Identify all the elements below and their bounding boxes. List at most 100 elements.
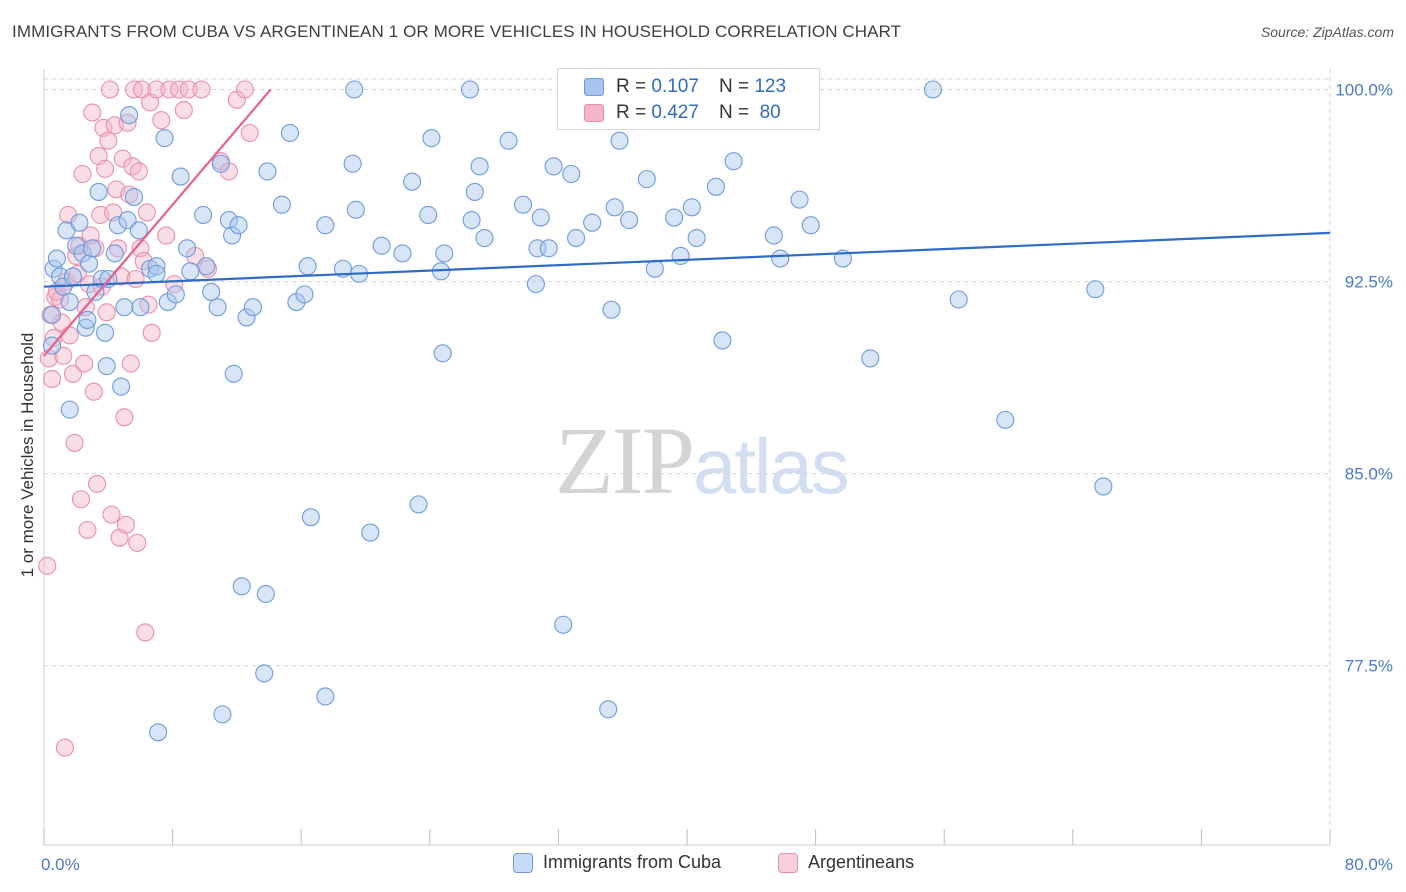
cuba-point (1094, 477, 1113, 496)
argentineans-point (108, 239, 127, 258)
cuba-point (237, 308, 256, 327)
argentineans-point (160, 80, 179, 99)
cuba-point (255, 664, 274, 683)
cuba-point (155, 129, 174, 148)
argentineans-point (169, 80, 189, 99)
argentineans-point (55, 738, 74, 757)
argentineans-point (83, 103, 102, 122)
argentineans-swatch (584, 104, 604, 122)
legend-label-argentineans: Argentineans (808, 852, 915, 872)
cuba-point (256, 584, 275, 604)
cuba-point (89, 182, 108, 201)
y-axis-label: 1 or more Vehicles in Household (18, 332, 37, 578)
cuba-point (44, 259, 63, 278)
argentineans-point (71, 490, 91, 509)
cuba-point (764, 226, 783, 245)
axes (43, 69, 1331, 846)
argentineans-point (126, 269, 145, 289)
cuba-point (97, 357, 116, 376)
cuba-point (224, 364, 243, 383)
cuba-point (124, 188, 144, 207)
y-tick-label: 92.5% (1345, 273, 1393, 292)
argentineans-point (84, 382, 103, 401)
watermark-zip: ZIP (555, 407, 695, 514)
cuba-point (346, 200, 365, 219)
cuba-point (131, 298, 150, 317)
cuba-point (73, 244, 92, 263)
cuba-point (682, 198, 701, 217)
legend-swatch-argentineans (778, 852, 798, 873)
cuba-point (724, 152, 743, 171)
cuba-point (298, 257, 317, 276)
x-tick-label: 0.0% (41, 855, 80, 874)
r-label: R = (616, 102, 647, 123)
cuba-point (790, 190, 809, 209)
cuba-point (78, 310, 97, 330)
legend-swatch-cuba (513, 852, 533, 873)
series-legend: Immigrants from Cuba Argentineans (0, 852, 1406, 878)
cuba-point (105, 244, 124, 263)
cuba-point (76, 318, 95, 337)
watermark: ZIPatlas (555, 405, 850, 516)
legend-item-cuba[interactable]: Immigrants from Cuba (513, 852, 721, 873)
cuba-point (372, 236, 391, 255)
legend-item-argentineans[interactable]: Argentineans (778, 852, 914, 873)
cuba-point (645, 259, 664, 278)
argentineans-point (128, 533, 147, 552)
y-tick-label: 100.0% (1335, 80, 1393, 99)
source-credit: Source: ZipAtlas.com (1260, 24, 1394, 40)
cuba-point (923, 80, 942, 99)
cuba-point (108, 216, 127, 235)
cuba-point (301, 508, 320, 527)
cuba-point (422, 129, 441, 148)
argentineans-point (38, 556, 57, 575)
cuba-point (1086, 280, 1105, 299)
stats-legend-row-cuba: R = 0.107 N = 123 (584, 75, 786, 99)
argentineans-point (99, 131, 118, 150)
cuba-point (232, 577, 251, 596)
cuba-point (63, 267, 82, 286)
cuba-point (531, 208, 550, 227)
cuba-point (567, 228, 586, 248)
cuba-points (42, 80, 1113, 742)
argentineans-point (52, 313, 71, 332)
cuba-point (83, 239, 102, 258)
cuba-point (409, 495, 428, 514)
argentineans-point (75, 354, 94, 373)
n-label: N = (718, 76, 750, 97)
cuba-point (996, 410, 1015, 429)
r-label: R = (616, 76, 647, 97)
argentineans-point (152, 111, 171, 130)
n-value: 123 (754, 76, 787, 97)
cuba-point (526, 275, 545, 294)
n-value: 80 (759, 102, 781, 123)
cuba-point (60, 400, 79, 419)
cuba-point (79, 254, 99, 273)
cuba-point (345, 80, 364, 99)
argentineans-point (68, 264, 87, 283)
argentineans-point (97, 303, 116, 322)
argentineans-point (115, 408, 134, 427)
y-tick-label: 85.0% (1345, 465, 1393, 484)
cuba-point (403, 172, 422, 191)
r-value: 0.427 (651, 102, 699, 123)
argentineans-point (73, 164, 92, 184)
cuba-point (462, 211, 481, 230)
x-tick-label: 80.0% (1345, 855, 1393, 874)
y-tick-label: 77.5% (1345, 657, 1393, 676)
cuba-point (470, 157, 489, 176)
cuba-point (583, 213, 602, 232)
cuba-point (671, 246, 690, 266)
argentineans-point (113, 149, 132, 168)
watermark-atlas: atlas (693, 422, 850, 510)
argentineans-point (157, 226, 176, 245)
cuba-point (499, 131, 518, 150)
cuba-point (460, 80, 480, 99)
argentineans-point (100, 80, 119, 99)
argentineans-trend-line (43, 88, 272, 357)
cuba-point (166, 285, 185, 304)
cuba-point (539, 239, 558, 258)
argentineans-point (65, 433, 84, 452)
cuba-point (219, 211, 238, 230)
cuba-point (194, 205, 213, 225)
